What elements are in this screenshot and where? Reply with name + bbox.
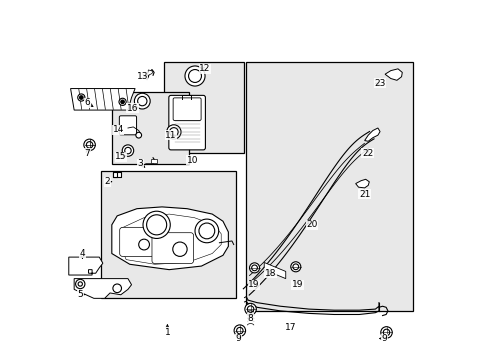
Text: 12: 12 <box>199 64 210 73</box>
FancyBboxPatch shape <box>152 233 193 264</box>
Circle shape <box>234 325 245 336</box>
Text: 15: 15 <box>115 152 126 161</box>
Circle shape <box>195 219 218 243</box>
Text: 22: 22 <box>361 149 372 158</box>
Circle shape <box>184 66 204 86</box>
Circle shape <box>137 96 147 106</box>
Circle shape <box>86 141 93 148</box>
Circle shape <box>236 327 243 334</box>
Circle shape <box>249 263 259 273</box>
Bar <box>101 171 235 298</box>
Text: 2: 2 <box>104 177 110 186</box>
Text: 16: 16 <box>126 104 138 113</box>
FancyBboxPatch shape <box>120 227 154 256</box>
Polygon shape <box>70 89 135 110</box>
Polygon shape <box>151 159 156 163</box>
Polygon shape <box>384 69 402 80</box>
Text: 14: 14 <box>112 125 123 134</box>
Circle shape <box>199 223 214 239</box>
Polygon shape <box>264 262 285 279</box>
FancyBboxPatch shape <box>119 116 136 135</box>
Text: 23: 23 <box>374 79 385 88</box>
Text: 4: 4 <box>80 249 85 258</box>
Text: 7: 7 <box>84 149 90 158</box>
Circle shape <box>83 139 95 150</box>
FancyBboxPatch shape <box>173 98 201 121</box>
Circle shape <box>80 96 83 99</box>
Circle shape <box>76 279 85 289</box>
Bar <box>113 172 121 177</box>
Circle shape <box>119 98 126 105</box>
Polygon shape <box>355 179 368 188</box>
Text: 11: 11 <box>165 131 176 140</box>
Circle shape <box>188 69 201 82</box>
Circle shape <box>247 306 253 312</box>
Circle shape <box>139 239 149 250</box>
Bar <box>113 172 117 177</box>
Circle shape <box>380 327 391 338</box>
Text: 21: 21 <box>358 190 369 199</box>
Circle shape <box>166 125 181 139</box>
Polygon shape <box>364 128 379 141</box>
Text: 5: 5 <box>77 290 83 299</box>
Circle shape <box>124 147 131 154</box>
Circle shape <box>290 262 300 272</box>
Text: 9: 9 <box>235 334 241 343</box>
Text: 1: 1 <box>164 328 170 337</box>
Circle shape <box>122 145 133 156</box>
Text: 6: 6 <box>84 98 90 107</box>
Text: 17: 17 <box>285 323 296 332</box>
Text: 3: 3 <box>137 159 143 168</box>
Polygon shape <box>69 257 102 275</box>
Circle shape <box>113 284 121 293</box>
Text: 19: 19 <box>248 280 260 289</box>
Circle shape <box>146 215 166 235</box>
Circle shape <box>78 282 82 286</box>
Polygon shape <box>74 279 131 298</box>
Text: 20: 20 <box>305 220 317 229</box>
Circle shape <box>292 264 298 270</box>
Polygon shape <box>112 207 228 270</box>
Bar <box>163 62 244 153</box>
Circle shape <box>172 242 187 256</box>
Circle shape <box>251 265 257 271</box>
FancyBboxPatch shape <box>168 95 205 150</box>
Circle shape <box>136 132 142 138</box>
Circle shape <box>121 100 124 104</box>
Text: 8: 8 <box>247 314 253 323</box>
Circle shape <box>244 303 256 315</box>
Text: 13: 13 <box>136 72 148 81</box>
Circle shape <box>134 93 150 109</box>
Text: 19: 19 <box>291 280 303 289</box>
Circle shape <box>383 329 389 336</box>
Polygon shape <box>147 70 153 76</box>
Text: 9: 9 <box>381 334 386 343</box>
Bar <box>112 92 188 164</box>
Circle shape <box>78 94 85 101</box>
Bar <box>246 62 412 311</box>
Circle shape <box>142 211 170 238</box>
Circle shape <box>169 128 178 136</box>
Text: 18: 18 <box>264 269 276 278</box>
Text: 10: 10 <box>186 156 198 165</box>
